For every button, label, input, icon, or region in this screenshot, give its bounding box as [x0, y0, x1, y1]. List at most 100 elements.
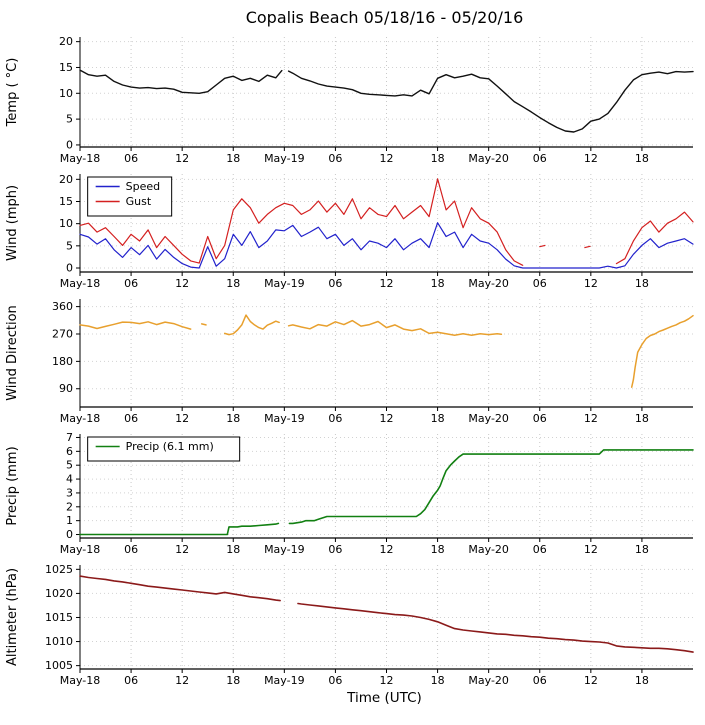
- y-tick-label: 1: [66, 514, 73, 527]
- y-tick-label: 10: [59, 87, 73, 100]
- x-tick-label: 12: [175, 277, 189, 290]
- y-tick-label: 1025: [45, 563, 73, 576]
- y-tick-label: 180: [52, 355, 73, 368]
- y-tick-label: 6: [66, 445, 73, 458]
- x-tick-label: 18: [226, 674, 240, 687]
- y-tick-label: 7: [66, 431, 73, 444]
- legend-box: [87, 176, 173, 217]
- x-tick-label: 12: [380, 412, 394, 425]
- x-tick-label: 12: [584, 674, 598, 687]
- temp-plot: May-18 06 12 18 May-19 06 12 18 May-20 06 12 18 0 5 10…: [5, 35, 694, 165]
- x-tick-label: 18: [226, 277, 240, 290]
- x-tick-label: 06: [328, 543, 342, 556]
- x-tick-label: 12: [584, 412, 598, 425]
- y-tick-label: 0: [66, 138, 73, 151]
- y-tick-label: 5: [66, 113, 73, 126]
- x-tick-label: 18: [431, 152, 445, 165]
- chart-panels: May-18 06 12 18 May-19 06 12 18 May-20 06 12 18 0 5 10…: [0, 31, 705, 690]
- x-tick-label: May-20: [468, 412, 509, 425]
- x-tick-label: 06: [328, 152, 342, 165]
- x-tick-label: May-18: [60, 277, 101, 290]
- x-tick-label: 12: [584, 543, 598, 556]
- y-tick-label: 0: [66, 262, 73, 275]
- x-tick-label: May-18: [60, 674, 101, 687]
- y-tick-label: 1015: [45, 611, 73, 624]
- series-gust: [79, 178, 694, 266]
- x-tick-label: 06: [533, 277, 547, 290]
- x-tick-label: 12: [380, 674, 394, 687]
- y-axis-label-wind: Wind (mph): [5, 185, 20, 261]
- x-tick-label: May-20: [468, 543, 509, 556]
- panel-altimeter: May-18 06 12 18 May-19 06 12 18 May-20 06 12 18 1005…: [0, 559, 705, 690]
- y-tick-label: 1005: [45, 659, 73, 672]
- wind-plot: May-18 06 12 18 May-19 06 12 18 May-20 06 12 18 0 5 10…: [5, 173, 694, 290]
- legend-label: Precip (6.1 mm): [126, 440, 214, 453]
- x-tick-label: May-19: [264, 152, 305, 165]
- x-tick-label: 18: [226, 543, 240, 556]
- y-tick-label: 15: [59, 195, 73, 208]
- x-tick-label: 06: [533, 152, 547, 165]
- x-tick-label: 12: [380, 277, 394, 290]
- x-tick-label: 12: [175, 412, 189, 425]
- winddir-plot: May-18 06 12 18 May-19 06 12 18 May-20 06 12 18 90 18…: [5, 299, 694, 425]
- x-tick-label: 12: [584, 152, 598, 165]
- x-tick-label: 18: [635, 412, 649, 425]
- x-tick-label: 06: [328, 674, 342, 687]
- panel-temp: May-18 06 12 18 May-19 06 12 18 May-20 06 12 18 0 5 10…: [0, 31, 705, 168]
- y-tick-label: 5: [66, 459, 73, 472]
- x-tick-label: May-18: [60, 543, 101, 556]
- panel-wind: May-18 06 12 18 May-19 06 12 18 May-20 06 12 18 0 5 10…: [0, 168, 705, 293]
- chart-title: Copalis Beach 05/18/16 - 05/20/16: [245, 8, 524, 27]
- series-wind-direction: [79, 314, 694, 388]
- x-tick-label: 18: [635, 277, 649, 290]
- x-tick-label: 12: [380, 543, 394, 556]
- x-tick-label: 06: [328, 277, 342, 290]
- y-axis-label-altimeter: Altimeter (hPa): [5, 568, 20, 666]
- x-axis-label: Time (UTC): [347, 690, 422, 706]
- x-tick-label: 06: [124, 543, 138, 556]
- y-tick-label: 4: [66, 473, 73, 486]
- x-tick-label: May-19: [264, 674, 305, 687]
- x-tick-label: 06: [124, 277, 138, 290]
- x-tick-label: May-19: [264, 543, 305, 556]
- legend-label: Speed: [126, 180, 160, 193]
- x-tick-label: 06: [533, 543, 547, 556]
- x-tick-label: 18: [431, 412, 445, 425]
- x-tick-label: 18: [635, 674, 649, 687]
- legend-label: Gust: [126, 195, 152, 208]
- y-tick-label: 90: [59, 382, 73, 395]
- series-precip: [79, 449, 694, 536]
- x-tick-label: 06: [328, 412, 342, 425]
- y-axis-label-temp: Temp ( °C): [5, 58, 20, 128]
- x-tick-label: 18: [226, 152, 240, 165]
- x-tick-label: 06: [533, 412, 547, 425]
- y-tick-label: 2: [66, 500, 73, 513]
- y-tick-label: 10: [59, 217, 73, 230]
- y-tick-label: 1010: [45, 635, 73, 648]
- precip-plot: May-18 06 12 18 May-19 06 12 18 May-20 06 12 180123…: [5, 431, 694, 556]
- series-temp: [79, 69, 694, 133]
- panel-winddir: May-18 06 12 18 May-19 06 12 18 May-20 06 12 18 90 18…: [0, 293, 705, 428]
- x-tick-label: May-18: [60, 412, 101, 425]
- panel-precip: May-18 06 12 18 May-19 06 12 18 May-20 06 12 18 0 1 2 3…: [0, 428, 705, 559]
- y-tick-label: 15: [59, 61, 73, 74]
- altimeter-plot: May-18 06 12 18 May-19 06 12 18 May-20 06 12 18 1005…: [5, 563, 694, 687]
- x-tick-label: 18: [431, 277, 445, 290]
- x-tick-label: 06: [124, 412, 138, 425]
- y-tick-label: 270: [52, 327, 73, 340]
- x-tick-label: 18: [635, 152, 649, 165]
- y-tick-label: 3: [66, 486, 73, 499]
- series-altimeter: [79, 575, 694, 653]
- x-tick-label: 06: [124, 674, 138, 687]
- y-axis-label-winddir: Wind Direction: [5, 305, 20, 401]
- x-tick-label: 12: [584, 277, 598, 290]
- x-tick-label: 18: [431, 543, 445, 556]
- y-tick-label: 360: [52, 300, 73, 313]
- x-tick-label: 06: [124, 152, 138, 165]
- x-tick-label: 06: [533, 674, 547, 687]
- x-tick-label: 12: [175, 674, 189, 687]
- x-tick-label: May-19: [264, 277, 305, 290]
- y-tick-label: 20: [59, 35, 73, 48]
- y-tick-label: 0: [66, 528, 73, 541]
- x-tick-label: May-18: [60, 152, 101, 165]
